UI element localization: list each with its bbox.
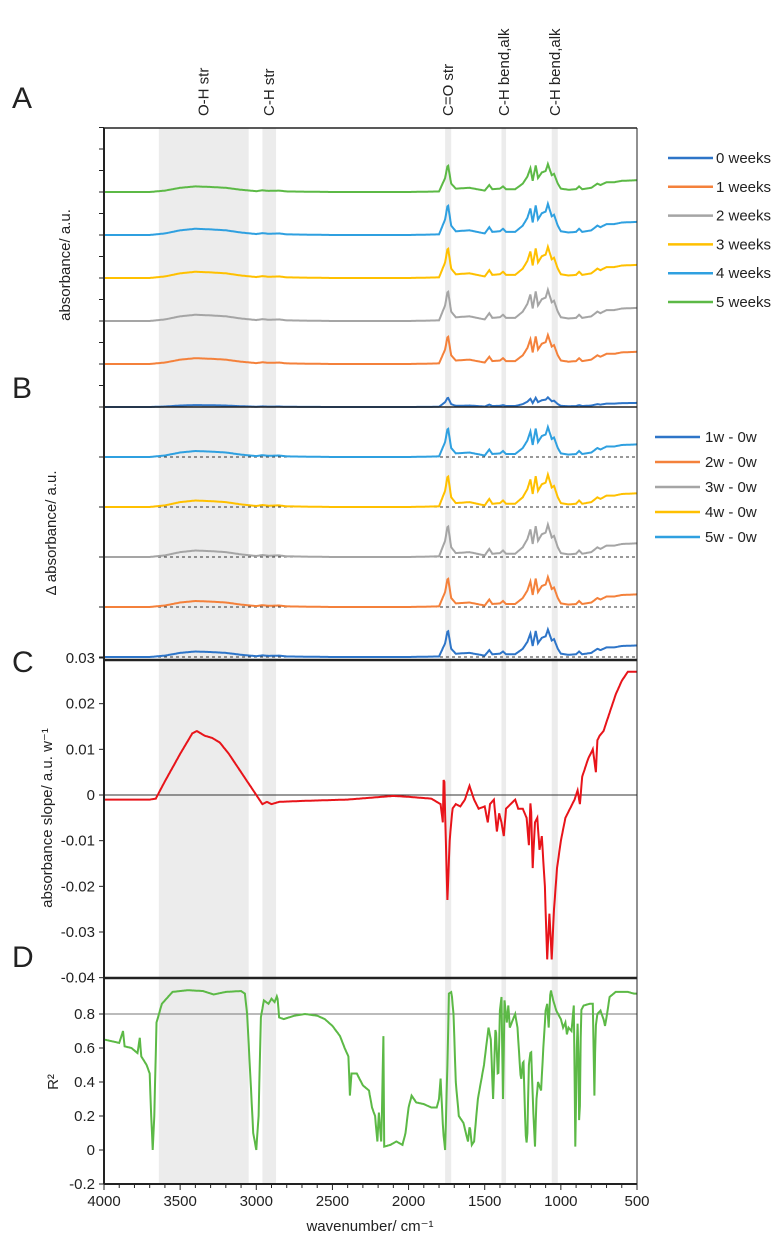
- y-axis-label: Δ absorbance/ a.u.: [43, 470, 60, 595]
- x-tick-label: 3500: [163, 1193, 196, 1210]
- series-line-2-weeks: [104, 286, 637, 322]
- legend-label: 2w - 0w: [705, 454, 757, 471]
- panel-letter: B: [12, 372, 32, 405]
- y-tick-label: 0.6: [74, 1040, 95, 1057]
- y-tick-label: 0.01: [66, 741, 95, 758]
- series-line-1w-0w: [104, 626, 637, 658]
- series-line-4w-0w: [104, 470, 637, 508]
- legend-label: 5 weeks: [716, 294, 771, 311]
- series-line-4-weeks: [104, 200, 637, 236]
- legend-label: 4 weeks: [716, 265, 771, 282]
- series-line-5w-0w: [104, 423, 637, 458]
- band-shade: [501, 128, 507, 1184]
- band-shade: [158, 128, 249, 1184]
- panel-letter: D: [12, 941, 34, 974]
- band-annotation: C-H bend,alk: [547, 28, 564, 116]
- y-tick-label: -0.04: [61, 970, 95, 987]
- x-tick-label: 2500: [316, 1193, 349, 1210]
- y-axis-label: absorbance/ a.u.: [57, 209, 74, 321]
- legend-label: 3 weeks: [716, 236, 771, 253]
- x-tick-label: 500: [624, 1193, 649, 1210]
- y-tick-label: 0: [87, 787, 95, 804]
- x-axis-label: wavenumber/ cm⁻¹: [305, 1218, 433, 1235]
- legend-label: 5w - 0w: [705, 529, 757, 546]
- series-line-3w-0w: [104, 520, 637, 558]
- x-tick-label: 1000: [544, 1193, 577, 1210]
- y-tick-label: -0.01: [61, 833, 95, 850]
- y-tick-label: -0.03: [61, 924, 95, 941]
- x-tick-label: 3000: [240, 1193, 273, 1210]
- panel-letter: C: [12, 646, 34, 679]
- series-line-1-weeks: [104, 331, 637, 365]
- legend-label: 4w - 0w: [705, 504, 757, 521]
- x-tick-label: 2000: [392, 1193, 425, 1210]
- band-annotation: C-H str: [261, 69, 278, 117]
- series-line-3-weeks: [104, 243, 637, 279]
- y-tick-label: 0.03: [66, 650, 95, 667]
- y-tick-label: 0.2: [74, 1108, 95, 1125]
- legend-label: 1w - 0w: [705, 429, 757, 446]
- band-shade: [551, 128, 558, 1184]
- x-tick-label: 1500: [468, 1193, 501, 1210]
- band-annotation: C-H bend,alk: [496, 28, 513, 116]
- y-axis-label: absorbance slope/ a.u. w⁻¹: [39, 728, 56, 908]
- y-tick-label: -0.02: [61, 878, 95, 895]
- y-tick-label: 0.8: [74, 1006, 95, 1023]
- band-annotation: O-H str: [196, 68, 213, 116]
- series-line-slope: [104, 670, 637, 960]
- y-axis-label: R²: [45, 1074, 62, 1090]
- band-shade: [445, 128, 452, 1184]
- series-line-r2: [103, 989, 637, 1151]
- legend-label: 2 weeks: [716, 208, 771, 225]
- x-tick-label: 4000: [87, 1193, 120, 1210]
- legend-label: 3w - 0w: [705, 479, 757, 496]
- series-line-5-weeks: [104, 160, 637, 193]
- legend-label: 0 weeks: [716, 150, 771, 167]
- y-tick-label: 0.02: [66, 696, 95, 713]
- series-line-2w-0w: [104, 573, 637, 608]
- band-annotation: C=O str: [440, 64, 457, 116]
- y-tick-label: 0: [87, 1142, 95, 1159]
- y-tick-label: 0.4: [74, 1074, 95, 1091]
- y-tick-label: -0.2: [69, 1176, 95, 1193]
- legend-label: 1 weeks: [716, 179, 771, 196]
- panel-letter: A: [12, 82, 32, 115]
